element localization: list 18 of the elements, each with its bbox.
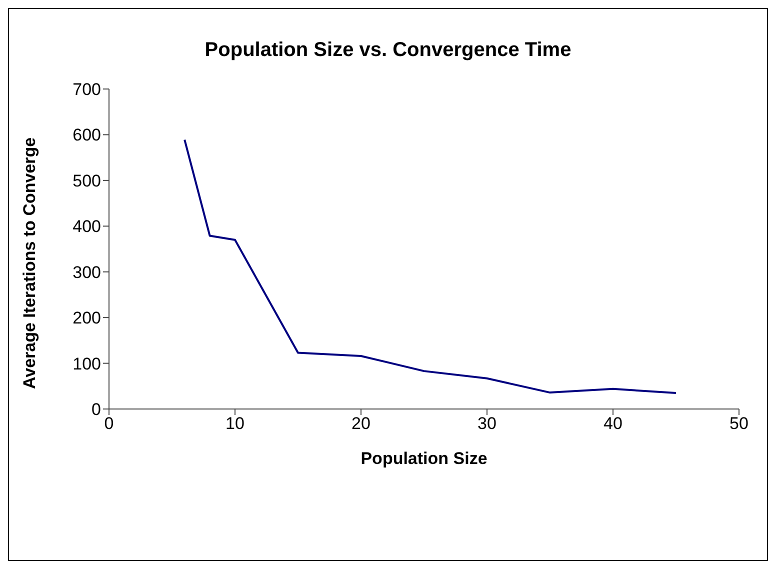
y-axis-title: Average Iterations to Converge (20, 137, 40, 389)
x-tick-label: 30 (478, 414, 496, 434)
y-tick-label: 300 (72, 262, 101, 282)
line-series (184, 138, 677, 394)
y-tick-label: 600 (72, 126, 101, 145)
x-tick-label: 10 (226, 414, 244, 434)
chart-title: Population Size vs. Convergence Time (204, 39, 572, 62)
x-tick-label: 0 (104, 414, 114, 434)
y-tick-label: 700 (72, 80, 101, 100)
y-tick-label: 400 (72, 217, 101, 236)
x-tick-label: 20 (352, 414, 370, 434)
y-tick-label: 0 (92, 400, 101, 420)
y-tick-label: 500 (72, 171, 101, 190)
y-tick-label: 200 (72, 308, 101, 328)
y-tick-label: 100 (72, 354, 101, 374)
x-tick-label: 50 (730, 414, 748, 434)
x-tick-label: 40 (604, 414, 622, 434)
x-axis-title: Population Size (360, 449, 488, 468)
